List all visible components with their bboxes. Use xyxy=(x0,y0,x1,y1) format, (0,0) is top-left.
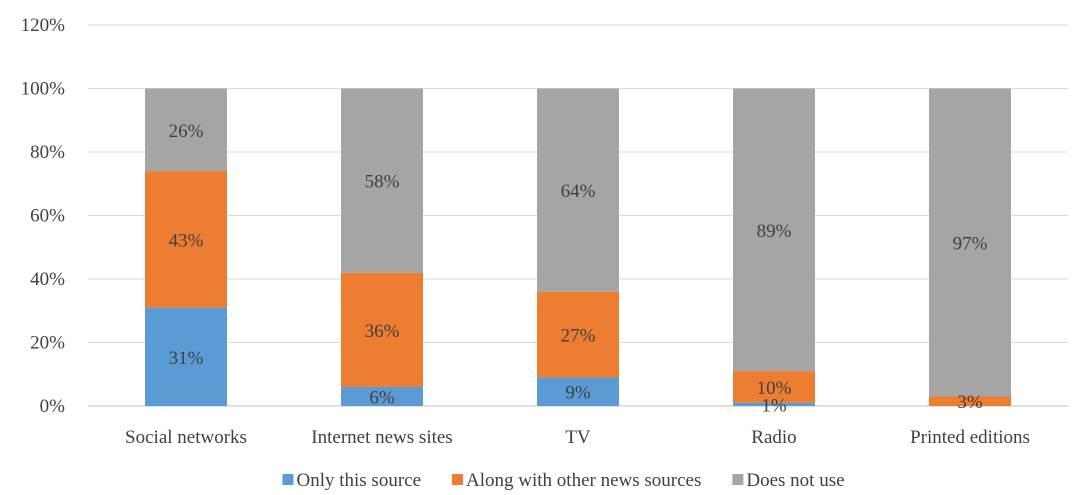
legend-label: Does not use xyxy=(746,470,844,491)
data-label: 26% xyxy=(169,121,204,142)
y-tick-label: 40% xyxy=(30,269,65,290)
bar-segment xyxy=(733,88,815,372)
data-label: 1% xyxy=(761,395,787,416)
x-tick-label: Printed editions xyxy=(910,427,1030,448)
data-label: 31% xyxy=(169,348,204,369)
bar-segment xyxy=(537,88,619,292)
bar-segment xyxy=(145,171,227,308)
bar-segment xyxy=(929,88,1011,397)
data-label: 3% xyxy=(957,392,983,413)
data-label: 64% xyxy=(561,181,596,202)
y-tick-label: 0% xyxy=(40,396,66,417)
x-tick-label: TV xyxy=(565,427,591,448)
bar-segment xyxy=(145,88,227,172)
y-tick-label: 100% xyxy=(21,79,66,100)
legend-swatch xyxy=(452,474,464,485)
data-label: 27% xyxy=(561,326,596,347)
bar-segment xyxy=(929,396,1011,406)
bar-segment xyxy=(733,402,815,406)
y-tick-label: 20% xyxy=(30,333,65,354)
legend-swatch xyxy=(282,474,294,485)
bars xyxy=(145,88,1011,406)
legend-swatch xyxy=(732,474,744,485)
bar-segment xyxy=(145,307,227,406)
data-labels: 31% 43% 26% 6% 36% 58% 9% 27% 64% 1%10% 89% 3% 97% xyxy=(169,121,988,417)
y-tick-label: 60% xyxy=(30,206,65,227)
legend-label: Only this source xyxy=(296,470,421,491)
x-tick-label: Social networks xyxy=(125,427,247,448)
x-tick-label: Radio xyxy=(751,427,796,448)
data-label: 10% xyxy=(757,378,792,399)
y-axis-ticks: 0% 20% 40% 60% 80% 100% 120% xyxy=(21,15,66,417)
y-tick-label: 120% xyxy=(21,15,66,36)
bar-segment xyxy=(341,88,423,273)
data-label: 97% xyxy=(953,233,988,254)
bar-segment xyxy=(537,377,619,406)
data-label: 9% xyxy=(565,383,591,404)
bar-segment xyxy=(341,386,423,406)
bar-segment xyxy=(341,272,423,387)
x-axis-ticks: Social networks Internet news sites TV Radi… xyxy=(125,427,1030,448)
x-tick-label: Internet news sites xyxy=(311,427,452,448)
data-label: 43% xyxy=(169,230,204,251)
data-label: 36% xyxy=(365,321,400,342)
legend: Only this source Along with other news so… xyxy=(282,470,845,491)
legend-label: Along with other news sources xyxy=(466,470,701,491)
bar-segment xyxy=(733,371,815,403)
y-tick-label: 80% xyxy=(30,142,65,163)
bar-segment xyxy=(537,291,619,378)
data-label: 58% xyxy=(365,172,400,193)
data-label: 89% xyxy=(757,221,792,242)
data-label: 6% xyxy=(369,387,395,408)
